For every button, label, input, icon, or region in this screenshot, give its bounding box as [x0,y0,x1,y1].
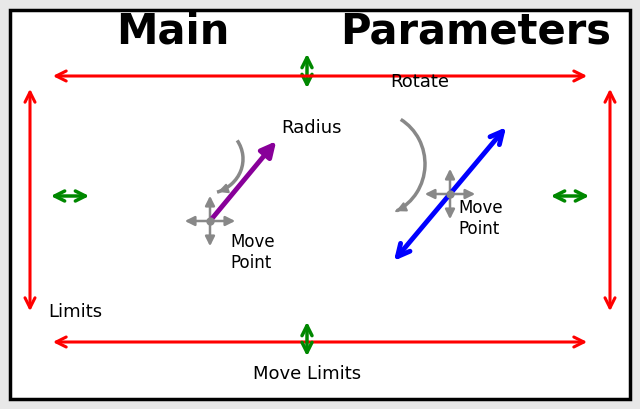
Text: Rotate: Rotate [390,73,449,91]
Text: Radius: Radius [281,119,342,137]
Text: Move
Point: Move Point [230,233,275,272]
Text: Move Limits: Move Limits [253,365,361,383]
Text: Move
Point: Move Point [458,199,502,238]
Text: Limits: Limits [48,303,102,321]
Text: Main: Main [116,10,230,52]
Text: Parameters: Parameters [340,10,611,52]
